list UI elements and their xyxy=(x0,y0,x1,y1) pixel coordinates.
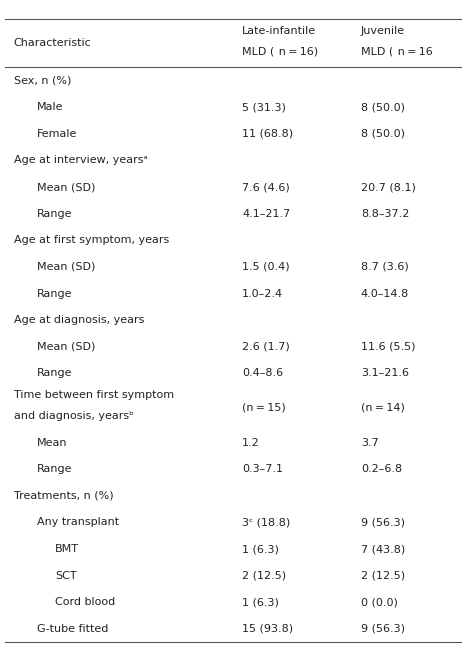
Text: Sex, n (%): Sex, n (%) xyxy=(14,76,71,85)
Text: 20.7 (8.1): 20.7 (8.1) xyxy=(361,182,416,192)
Text: 2 (12.5): 2 (12.5) xyxy=(242,570,286,581)
Text: Any transplant: Any transplant xyxy=(37,518,119,527)
Text: 4.0–14.8: 4.0–14.8 xyxy=(361,289,409,299)
Text: Mean (SD): Mean (SD) xyxy=(37,182,95,192)
Text: Range: Range xyxy=(37,289,72,299)
Text: Mean (SD): Mean (SD) xyxy=(37,342,95,352)
Text: Juvenile: Juvenile xyxy=(361,25,405,36)
Text: Range: Range xyxy=(37,368,72,378)
Text: (n = 14): (n = 14) xyxy=(361,403,405,413)
Text: 11 (68.8): 11 (68.8) xyxy=(242,129,293,139)
Text: and diagnosis, yearsᵇ: and diagnosis, yearsᵇ xyxy=(14,411,134,421)
Text: 3.7: 3.7 xyxy=(361,437,378,448)
Text: Female: Female xyxy=(37,129,77,139)
Text: 1.0–2.4: 1.0–2.4 xyxy=(242,289,283,299)
Text: MLD (  n = 16: MLD ( n = 16 xyxy=(361,47,432,57)
Text: Range: Range xyxy=(37,209,72,218)
Text: 7.6 (4.6): 7.6 (4.6) xyxy=(242,182,290,192)
Text: 1 (6.3): 1 (6.3) xyxy=(242,544,279,554)
Text: G-tube fitted: G-tube fitted xyxy=(37,624,108,634)
Text: 0 (0.0): 0 (0.0) xyxy=(361,597,398,608)
Text: SCT: SCT xyxy=(55,570,76,581)
Text: 11.6 (5.5): 11.6 (5.5) xyxy=(361,342,415,352)
Text: 0.4–8.6: 0.4–8.6 xyxy=(242,368,283,378)
Text: Cord blood: Cord blood xyxy=(55,597,115,608)
Text: Male: Male xyxy=(37,102,63,112)
Text: (n = 15): (n = 15) xyxy=(242,403,286,413)
Text: 5 (31.3): 5 (31.3) xyxy=(242,102,286,112)
Text: 1 (6.3): 1 (6.3) xyxy=(242,597,279,608)
Text: 8 (50.0): 8 (50.0) xyxy=(361,129,405,139)
Text: BMT: BMT xyxy=(55,544,79,554)
Text: 3.1–21.6: 3.1–21.6 xyxy=(361,368,409,378)
Text: 8.7 (3.6): 8.7 (3.6) xyxy=(361,262,409,272)
Text: 2.6 (1.7): 2.6 (1.7) xyxy=(242,342,290,352)
Text: 0.3–7.1: 0.3–7.1 xyxy=(242,464,283,474)
Text: Time between first symptom: Time between first symptom xyxy=(14,390,174,400)
Text: 1.2: 1.2 xyxy=(242,437,260,448)
Text: 1.5 (0.4): 1.5 (0.4) xyxy=(242,262,290,272)
Text: 2 (12.5): 2 (12.5) xyxy=(361,570,405,581)
Text: 4.1–21.7: 4.1–21.7 xyxy=(242,209,290,218)
Text: 3ᶜ (18.8): 3ᶜ (18.8) xyxy=(242,518,290,527)
Text: Range: Range xyxy=(37,464,72,474)
Text: 9 (56.3): 9 (56.3) xyxy=(361,518,405,527)
Text: 8.8–37.2: 8.8–37.2 xyxy=(361,209,409,218)
Text: 0.2–6.8: 0.2–6.8 xyxy=(361,464,402,474)
Text: 8 (50.0): 8 (50.0) xyxy=(361,102,405,112)
Text: 15 (93.8): 15 (93.8) xyxy=(242,624,293,634)
Text: Mean: Mean xyxy=(37,437,67,448)
Text: 9 (56.3): 9 (56.3) xyxy=(361,624,405,634)
Text: Age at diagnosis, years: Age at diagnosis, years xyxy=(14,315,144,325)
Text: Late-infantile: Late-infantile xyxy=(242,25,316,36)
Text: Mean (SD): Mean (SD) xyxy=(37,262,95,272)
Text: Age at interview, yearsᵃ: Age at interview, yearsᵃ xyxy=(14,155,148,166)
Text: MLD (  n = 16): MLD ( n = 16) xyxy=(242,47,318,57)
Text: Age at first symptom, years: Age at first symptom, years xyxy=(14,235,169,245)
Text: Characteristic: Characteristic xyxy=(14,38,91,48)
Text: Treatments, n (%): Treatments, n (%) xyxy=(14,491,113,501)
Text: 7 (43.8): 7 (43.8) xyxy=(361,544,405,554)
